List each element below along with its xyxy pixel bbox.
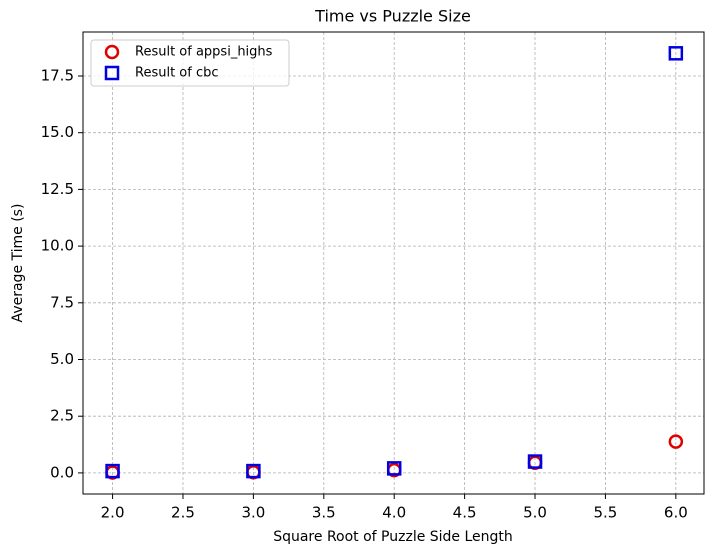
x-tick-label: 4.5 [453,504,477,522]
x-tick-label: 5.0 [523,504,547,522]
y-tick-label: 10.0 [41,237,74,255]
point [527,454,543,469]
y-tick-label: 7.5 [50,293,74,311]
y-tick-label: 0.0 [50,463,74,481]
y-tick-label: 2.5 [50,407,74,425]
x-tick-label: 2.0 [101,504,125,522]
y-axis-label: Average Time (s) [10,204,26,323]
chart-title: Time vs Puzzle Size [314,7,471,26]
x-tick-label: 5.5 [593,504,617,522]
point [668,434,684,449]
point [105,463,120,479]
x-tick-label: 4.0 [382,504,406,522]
y-tick-label: 12.5 [41,180,74,198]
x-tick-label: 6.0 [664,504,688,522]
y-tick-label: 17.5 [41,67,74,85]
legend-marker [104,44,120,60]
x-tick-label: 3.5 [312,504,336,522]
legend-label: Result of appsi_highs [135,45,273,60]
x-tick-label: 2.5 [171,504,195,522]
point [386,461,402,476]
x-axis-label: Square Root of Puzzle Side Length [273,529,513,545]
legend-label: Result of cbc [135,66,219,81]
point [246,463,261,479]
point [668,46,684,61]
legend-box [90,39,290,87]
x-tick-label: 3.0 [241,504,265,522]
y-tick-label: 15.0 [41,123,74,141]
y-tick-label: 5.0 [50,350,74,368]
legend-marker [104,65,120,81]
plot-frame [82,31,705,495]
